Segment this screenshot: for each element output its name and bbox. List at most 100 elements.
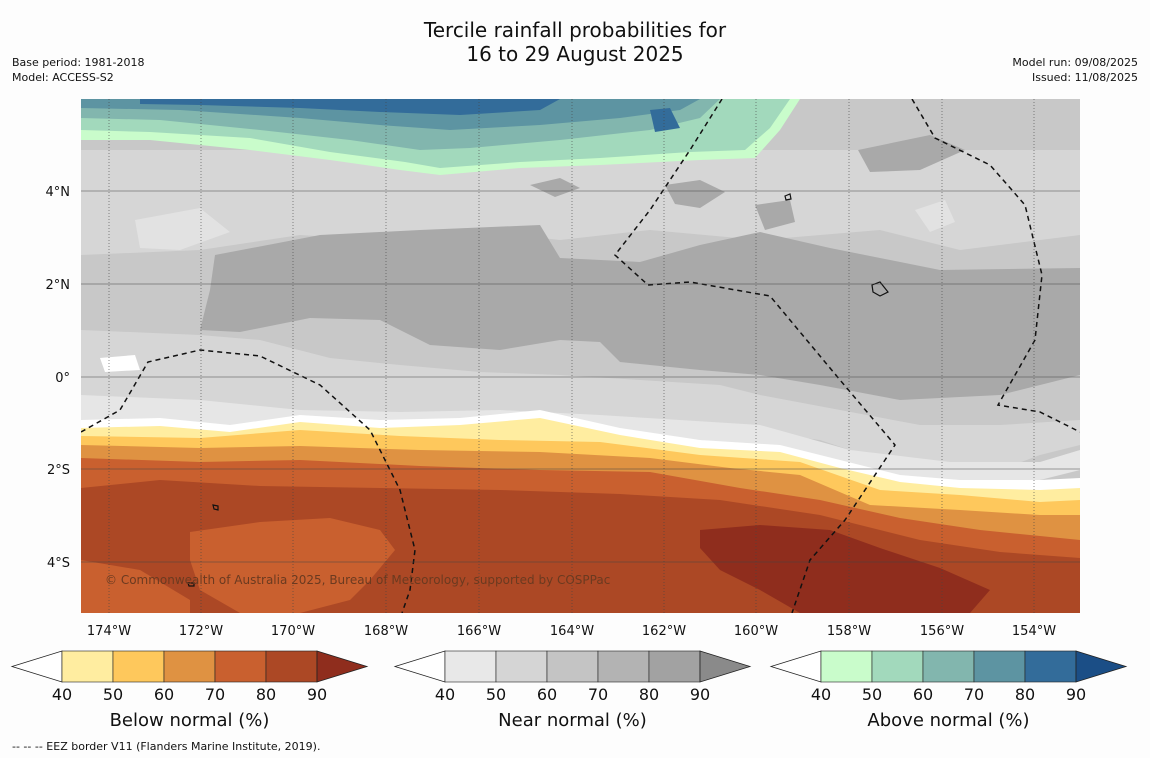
colorbar-tick-label: 40	[435, 685, 455, 704]
map-area: © Commonwealth of Australia 2025, Bureau…	[81, 99, 1080, 613]
colorbar-under-triangle	[10, 650, 63, 683]
above-normal-colorbar: 40 50 60 70 80 90 Above normal (%)	[769, 650, 1128, 731]
title-line-1: Tercile rainfall probabilities for	[423, 18, 727, 42]
eez-border-east	[911, 99, 1080, 433]
near-normal-dark-patch-nw	[530, 178, 580, 197]
lon-labels: 174°W 172°W 170°W 168°W 166°W 164°W 162°…	[87, 624, 1056, 639]
above-normal-patch	[650, 108, 680, 132]
colorbar-tick-label: 50	[103, 685, 123, 704]
colorbar-segment	[1024, 650, 1077, 683]
copyright-notice: © Commonwealth of Australia 2025, Bureau…	[105, 573, 610, 587]
colorbar-under-triangle	[393, 650, 446, 683]
islands	[187, 193, 889, 587]
map-title: Tercile rainfall probabilities for 16 to…	[0, 18, 1150, 66]
island-4	[187, 582, 195, 587]
eez-legend-footer: -- -- -- EEZ border V11 (Flanders Marine…	[12, 740, 321, 753]
colorbar-segment	[597, 650, 650, 683]
colorbar-tick-label: 50	[486, 685, 506, 704]
eez-border-central	[613, 99, 896, 613]
island-3	[212, 504, 219, 511]
colorbar-segment	[495, 650, 548, 683]
colorbar-segment	[265, 650, 318, 683]
colorbar-tick-label: 90	[307, 685, 327, 704]
colorbar-tick-label: 80	[256, 685, 276, 704]
colorbar-tick-label: 60	[537, 685, 557, 704]
near-normal-light-north	[81, 150, 1080, 255]
colorbar-tick-label: 70	[964, 685, 984, 704]
base-period: Base period: 1981-2018	[12, 56, 145, 69]
colorbar-title: Above normal (%)	[867, 710, 1029, 731]
lon-label: 154°W	[1012, 624, 1056, 639]
eez-border-west	[81, 349, 416, 613]
colorbar-tick-label: 80	[639, 685, 659, 704]
lon-label: 162°W	[642, 624, 686, 639]
colorbar-tick-label: 40	[811, 685, 831, 704]
lat-label: 4°N	[46, 185, 71, 200]
colorbar-segment	[973, 650, 1026, 683]
lon-label: 160°W	[734, 624, 778, 639]
colorbar-segment	[61, 650, 114, 683]
near-normal-dark-patch-mid	[665, 180, 725, 208]
colorbar-tick-label: 40	[52, 685, 72, 704]
lat-label: 2°N	[46, 278, 71, 293]
colorbar-title: Below normal (%)	[110, 710, 270, 731]
below-normal-colorbar: 40 50 60 70 80 90 Below normal (%)	[10, 650, 369, 731]
model-name: Model: ACCESS-S2	[12, 71, 114, 84]
colorbar-segment	[922, 650, 975, 683]
near-normal-lightest-east	[915, 200, 955, 232]
colorbar-tick-label: 70	[588, 685, 608, 704]
above-normal-90	[140, 99, 560, 115]
colorbar-under-triangle	[769, 650, 822, 683]
lon-label: 158°W	[827, 624, 871, 639]
model-run: Model run: 09/08/2025	[1012, 56, 1138, 69]
eez-borders	[81, 99, 1080, 613]
title-line-2: 16 to 29 August 2025	[466, 42, 684, 66]
colorbar-segment	[871, 650, 924, 683]
near-normal-dark-patch-ne	[858, 135, 965, 172]
lon-label: 168°W	[364, 624, 408, 639]
island-1	[784, 193, 792, 201]
colorbar-tick-label: 50	[862, 685, 882, 704]
white-patch-west	[100, 355, 140, 372]
near-normal-dark-patch-e	[755, 200, 795, 230]
colorbar-over-triangle	[316, 650, 369, 683]
colorbar-tick-label: 60	[154, 685, 174, 704]
lon-label: 174°W	[87, 624, 131, 639]
colorbar-segment	[648, 650, 701, 683]
lon-label: 156°W	[920, 624, 964, 639]
island-2	[871, 281, 889, 297]
lat-gridlines	[81, 190, 1080, 563]
colorbar-segment	[163, 650, 216, 683]
meta-right: Model run: 09/08/2025 Issued: 11/08/2025	[1012, 55, 1138, 85]
lat-label: 4°S	[47, 556, 70, 571]
below-normal-light-patch	[190, 518, 395, 613]
colorbar-segment	[444, 650, 497, 683]
colorbar-segment	[546, 650, 599, 683]
colorbar-segment	[820, 650, 873, 683]
near-normal-colorbar: 40 50 60 70 80 90 Near normal (%)	[393, 650, 752, 731]
below-normal-light-patch-sw	[81, 560, 190, 613]
lon-label: 170°W	[271, 624, 315, 639]
lon-label: 172°W	[179, 624, 223, 639]
lon-label: 164°W	[550, 624, 594, 639]
below-normal-darkest-patch	[700, 525, 990, 613]
issued-date: Issued: 11/08/2025	[1031, 71, 1138, 84]
colorbar-title: Near normal (%)	[498, 710, 647, 731]
colorbar-tick-label: 70	[205, 685, 225, 704]
lon-label: 166°W	[457, 624, 501, 639]
colorbar-tick-label: 80	[1015, 685, 1035, 704]
lat-labels: 4°N 2°N 0° 2°S 4°S	[46, 185, 71, 571]
colorbar-over-triangle	[699, 650, 752, 683]
lat-label: 0°	[55, 371, 70, 386]
colorbar-over-triangle	[1075, 650, 1128, 683]
near-normal-lightest-patch	[135, 208, 230, 250]
colorbar-tick-label: 90	[1066, 685, 1086, 704]
colorbar-segment	[112, 650, 165, 683]
meta-left: Base period: 1981-2018 Model: ACCESS-S2	[12, 55, 144, 85]
near-normal-light-equator	[81, 330, 1080, 470]
near-normal-dark-band	[200, 225, 1080, 400]
lat-label: 2°S	[47, 463, 70, 478]
colorbars: 40 50 60 70 80 90 Below normal (%) 40 50 60 70 80 90…	[10, 650, 1128, 731]
colorbar-tick-label: 60	[913, 685, 933, 704]
